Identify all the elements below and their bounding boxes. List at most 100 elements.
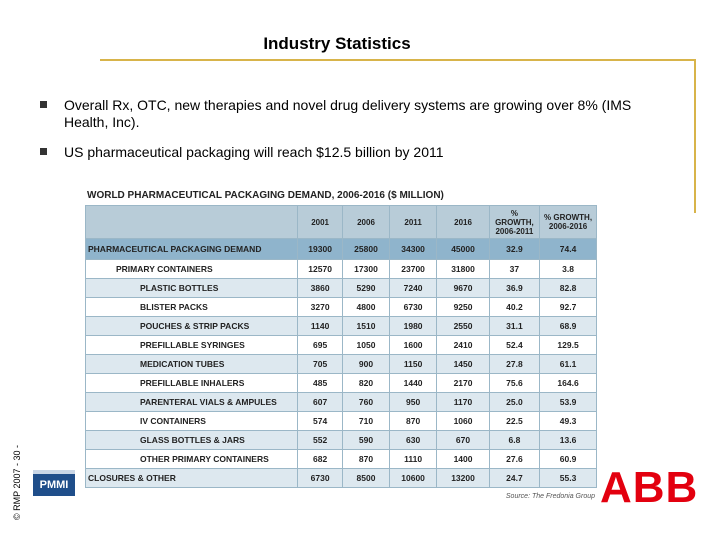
cell: 4800 (342, 297, 390, 317)
cell: 75.6 (488, 373, 541, 393)
cell: 129.5 (539, 335, 597, 355)
cell: 13200 (436, 468, 490, 488)
cell: 607 (297, 392, 344, 412)
cell: 1510 (342, 316, 390, 336)
cell: 3860 (297, 278, 344, 298)
cell: 6.8 (488, 430, 541, 450)
table-row: GLASS BOTTLES & JARS 552 590 630 670 6.8 13.6 (84, 430, 597, 450)
cell: 950 (388, 392, 438, 412)
cell: 1450 (436, 354, 490, 374)
slide-title: Industry Statistics (263, 34, 411, 53)
source-note: Source: The Fredonia Group (505, 493, 595, 500)
cell: 870 (388, 411, 438, 431)
cell: 705 (297, 354, 344, 374)
cell: 8500 (342, 468, 390, 488)
cell: 1110 (388, 449, 438, 469)
cell: 60.9 (539, 449, 597, 469)
bullet-marker (40, 101, 47, 108)
table-row: OTHER PRIMARY CONTAINERS 682 870 1110 1400 27… (84, 449, 597, 469)
cell: 1170 (436, 392, 490, 412)
row-label: PARENTERAL VIALS & AMPULES (84, 392, 299, 412)
table-figure: WORLD PHARMACEUTICAL PACKAGING DEMAND, 2… (84, 188, 597, 500)
cell: 3270 (297, 297, 344, 317)
header-cell: 2001 (297, 205, 344, 239)
table-row: PARENTERAL VIALS & AMPULES 607 760 950 1170 2… (84, 392, 597, 412)
table-row: PLASTIC BOTTLES 3860 5290 7240 9670 36.9 82.8 (84, 278, 597, 298)
table-row: PREFILLABLE SYRINGES 695 1050 1600 2410 52.4 1… (84, 335, 597, 355)
cell: 82.8 (539, 278, 597, 298)
cell: 3.8 (539, 259, 597, 279)
cell: 31800 (436, 259, 490, 279)
cell: 23700 (388, 259, 438, 279)
cell: 760 (342, 392, 390, 412)
cell: 68.9 (539, 316, 597, 336)
cell: 1150 (388, 354, 438, 374)
cell: 590 (342, 430, 390, 450)
table-row: PHARMACEUTICAL PACKAGING DEMAND 19300 2580… (84, 238, 597, 260)
cell: 25.0 (488, 392, 541, 412)
header-cell: % GROWTH, 2006-2016 (539, 205, 597, 239)
table-row: BLISTER PACKS 3270 4800 6730 9250 40.2 92.7 (84, 297, 597, 317)
cell: 1060 (436, 411, 490, 431)
cell: 24.7 (488, 468, 541, 488)
row-label: PHARMACEUTICAL PACKAGING DEMAND (84, 238, 299, 260)
bullet-text: Overall Rx, OTC, new therapies and novel… (64, 97, 632, 130)
cell: 61.1 (539, 354, 597, 374)
cell: 1140 (297, 316, 344, 336)
cell: 574 (297, 411, 344, 431)
row-label: BLISTER PACKS (84, 297, 299, 317)
cell: 900 (342, 354, 390, 374)
cell: 670 (436, 430, 490, 450)
cell: 37 (488, 259, 541, 279)
pmmi-logo: PMMI (33, 470, 75, 496)
cell: 17300 (342, 259, 390, 279)
row-label: GLASS BOTTLES & JARS (84, 430, 299, 450)
cell: 34300 (388, 238, 438, 260)
cell: 40.2 (488, 297, 541, 317)
cell: 45000 (436, 238, 490, 260)
abb-logo: ABB (600, 463, 699, 512)
table-row: POUCHES & STRIP PACKS 1140 1510 1980 2550 31.… (84, 316, 597, 336)
cell: 1980 (388, 316, 438, 336)
table-row: CLOSURES & OTHER 6730 8500 10600 13200 24.7 55… (84, 468, 597, 488)
rule (694, 59, 696, 213)
table-row: PRIMARY CONTAINERS 12570 17300 23700 31800 37… (84, 259, 597, 279)
rule (100, 59, 696, 61)
cell: 1400 (436, 449, 490, 469)
cell: 52.4 (488, 335, 541, 355)
cell: 682 (297, 449, 344, 469)
row-label: CLOSURES & OTHER (84, 468, 299, 488)
header-row: 2001 2006 2011 2016% GROWTH, 2006-2011% GRO… (84, 205, 597, 239)
cell: 27.6 (488, 449, 541, 469)
row-label: POUCHES & STRIP PACKS (84, 316, 299, 336)
cell: 710 (342, 411, 390, 431)
cell: 10600 (388, 468, 438, 488)
cell: 695 (297, 335, 344, 355)
table-row: IV CONTAINERS 574 710 870 1060 22.5 49.3 (84, 411, 597, 431)
cell: 552 (297, 430, 344, 450)
cell: 485 (297, 373, 344, 393)
cell: 1050 (342, 335, 390, 355)
table-row: MEDICATION TUBES 705 900 1150 1450 27.8 61.1 (84, 354, 597, 374)
table-body: PHARMACEUTICAL PACKAGING DEMAND 19300 2580… (84, 238, 597, 488)
cell: 2550 (436, 316, 490, 336)
header-cell: 2016 (436, 205, 490, 239)
cell: 74.4 (539, 238, 597, 260)
table-title: WORLD PHARMACEUTICAL PACKAGING DEMAND, 2… (87, 190, 444, 201)
header-cell (84, 205, 299, 239)
cell: 9670 (436, 278, 490, 298)
cell: 22.5 (488, 411, 541, 431)
cell: 32.9 (488, 238, 541, 260)
cell: 12570 (297, 259, 344, 279)
row-label: PREFILLABLE SYRINGES (84, 335, 299, 355)
cell: 6730 (388, 297, 438, 317)
cell: 19300 (297, 238, 344, 260)
cell: 13.6 (539, 430, 597, 450)
header-cell: 2011 (388, 205, 438, 239)
row-label: PREFILLABLE INHALERS (84, 373, 299, 393)
cell: 9250 (436, 297, 490, 317)
bullet-marker (40, 148, 47, 155)
cell: 1600 (388, 335, 438, 355)
header-cell: % GROWTH, 2006-2011 (488, 205, 541, 239)
